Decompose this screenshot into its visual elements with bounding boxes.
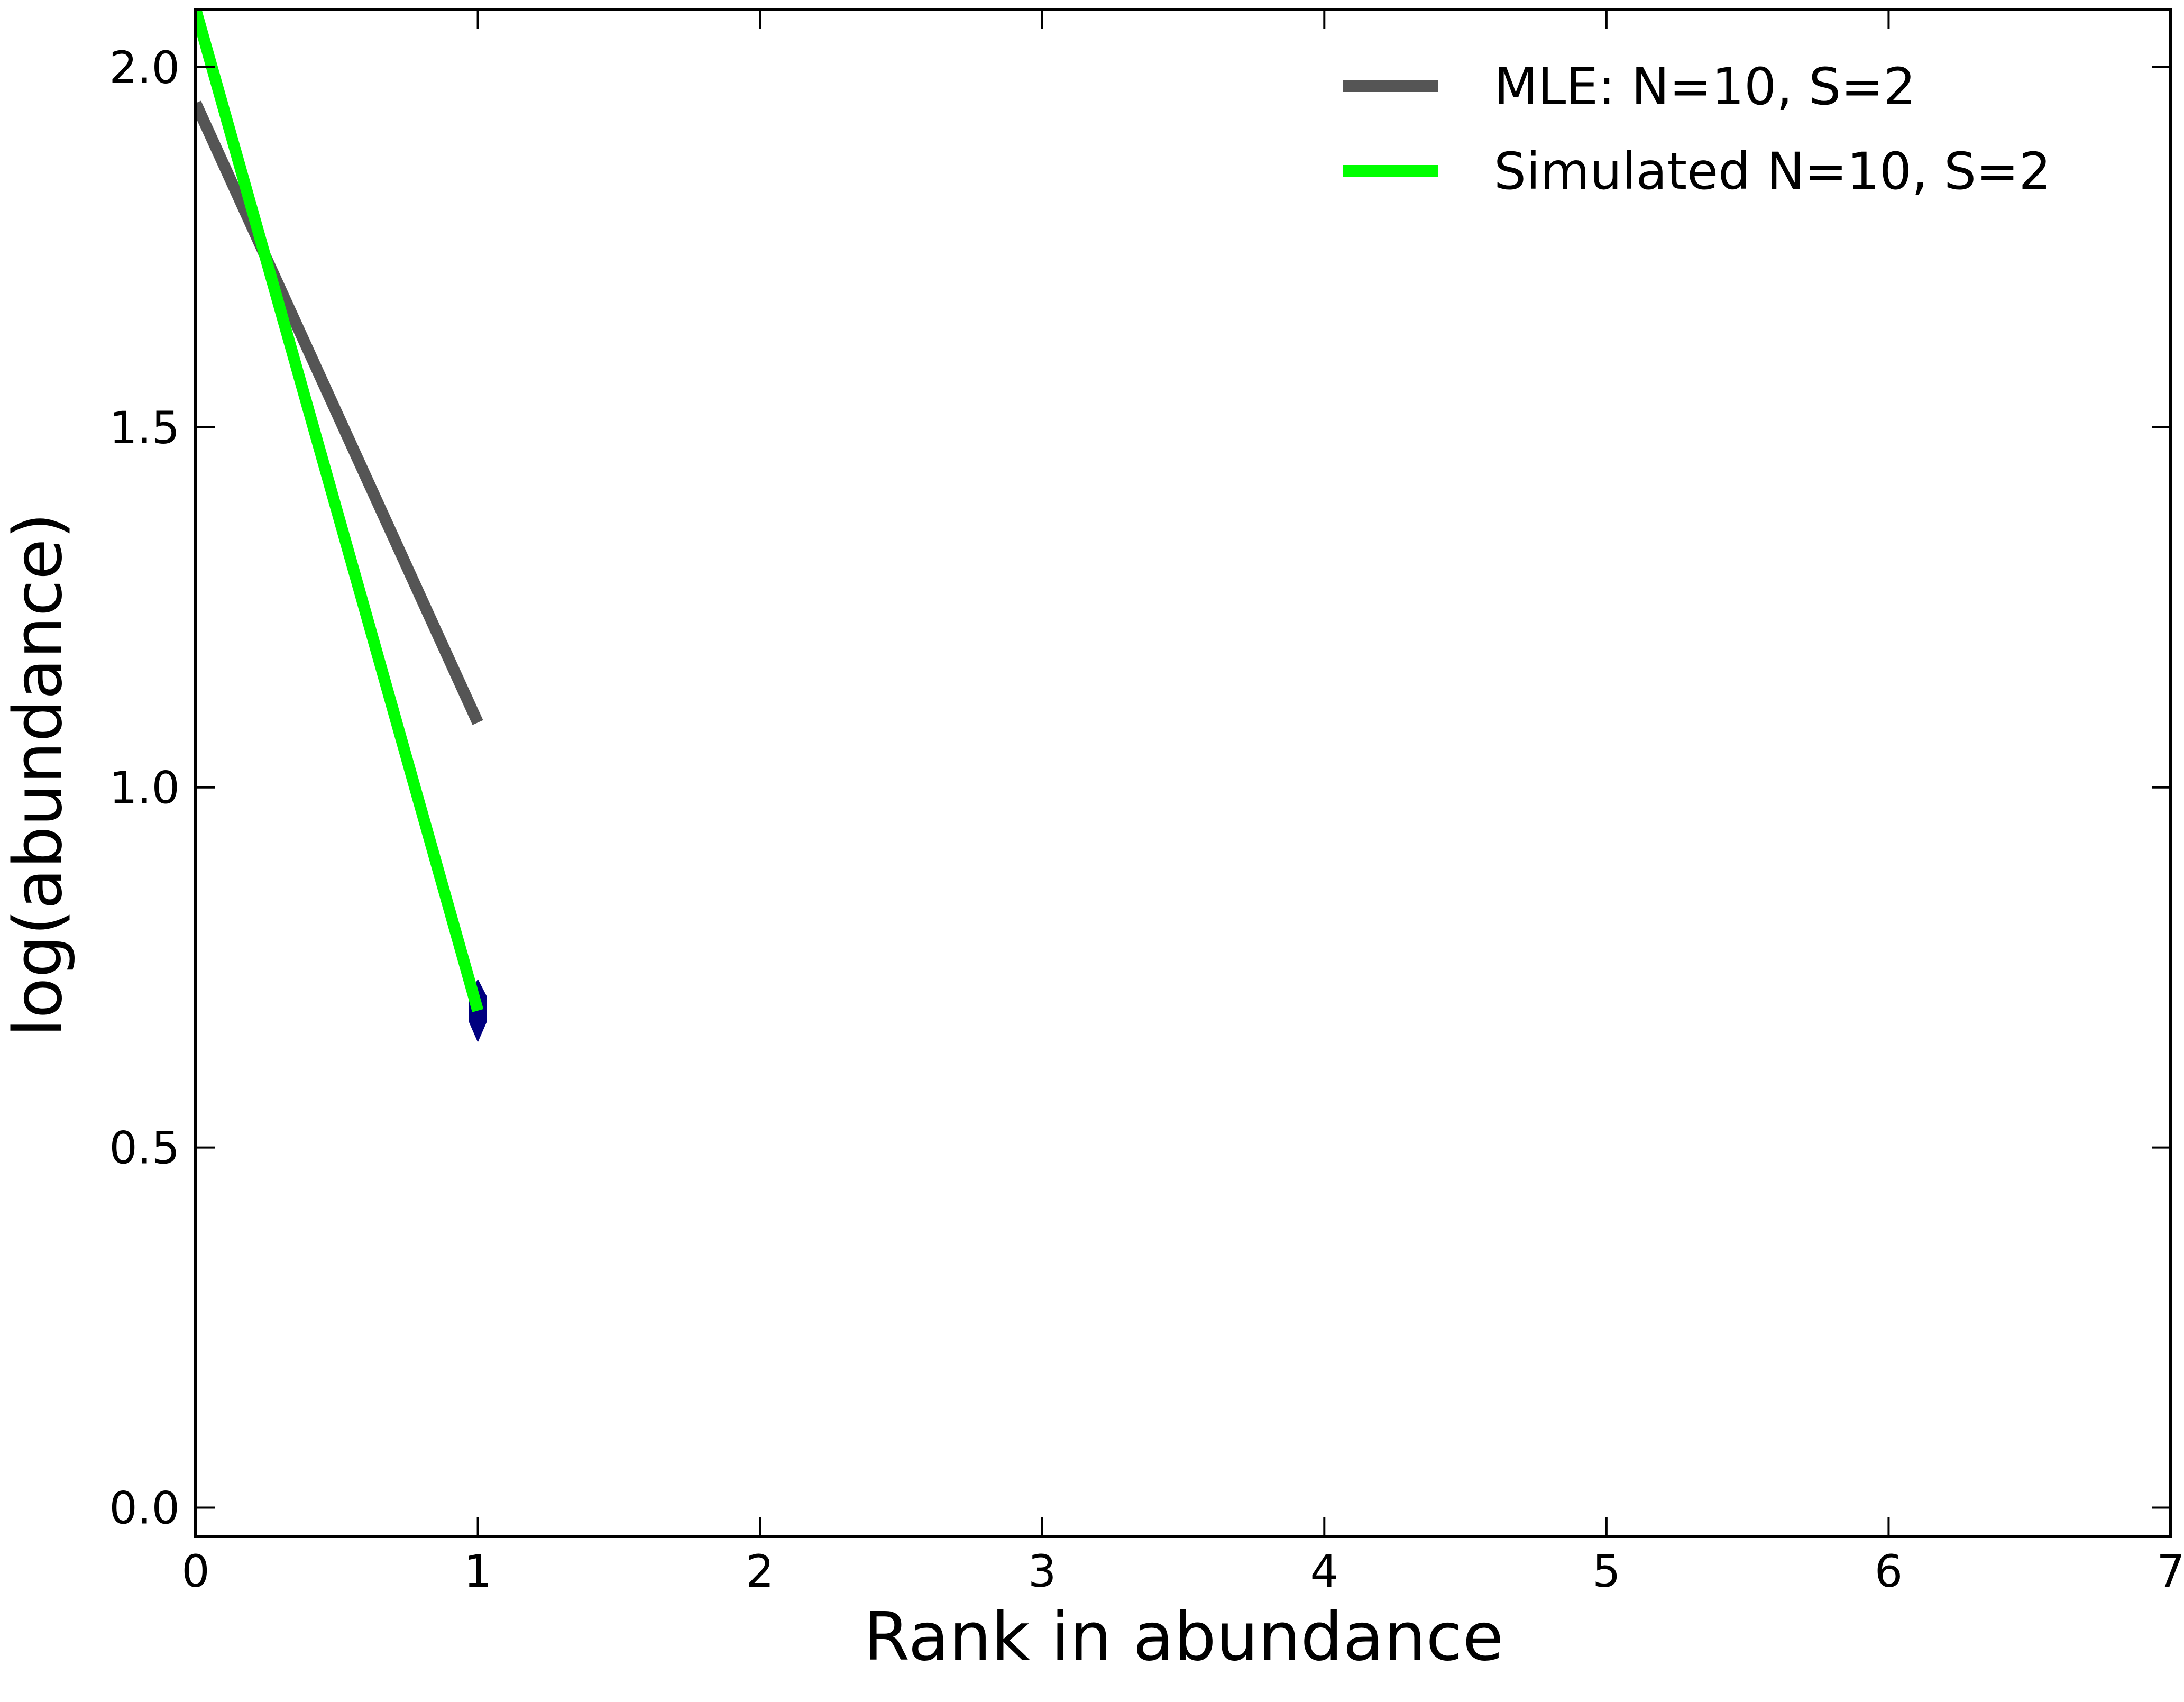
x-tick-label-0: 0 xyxy=(181,1545,209,1597)
y-tick-label-0: 0.0 xyxy=(109,1483,180,1534)
plot-data xyxy=(196,10,487,1042)
x-tick-label-5: 5 xyxy=(1592,1545,1620,1597)
x-tick-label-2: 2 xyxy=(746,1545,774,1597)
legend-label-1: MLE: N=10, S=2 xyxy=(1494,57,1916,116)
y-tick-label-0.5: 0.5 xyxy=(109,1122,180,1174)
y-tick-label-2: 2.0 xyxy=(109,42,180,94)
x-tick-label-6: 6 xyxy=(1875,1545,1903,1597)
legend-label-2: Simulated N=10, S=2 xyxy=(1494,142,2051,201)
legend: MLE: N=10, S=2 Simulated N=10, S=2 xyxy=(1343,57,2051,201)
axes: 0 1 2 3 4 5 6 7 0.0 0.5 1.0 1.5 2.0 xyxy=(109,8,2184,1597)
x-tick-label-4: 4 xyxy=(1310,1545,1338,1597)
y-axis-label: log(abundance) xyxy=(0,513,77,1037)
series-line-1 xyxy=(196,100,483,725)
plot-frame xyxy=(194,8,2172,1538)
x-tick-label-7: 7 xyxy=(2157,1545,2184,1597)
y-tick-label-1.5: 1.5 xyxy=(109,402,180,454)
x-tick-label-1: 1 xyxy=(464,1545,492,1597)
y-tick-label-1: 1.0 xyxy=(109,762,180,814)
series-line-2 xyxy=(196,10,484,1012)
x-tick-label-3: 3 xyxy=(1028,1545,1056,1597)
x-axis-label: Rank in abundance xyxy=(864,1598,1504,1676)
